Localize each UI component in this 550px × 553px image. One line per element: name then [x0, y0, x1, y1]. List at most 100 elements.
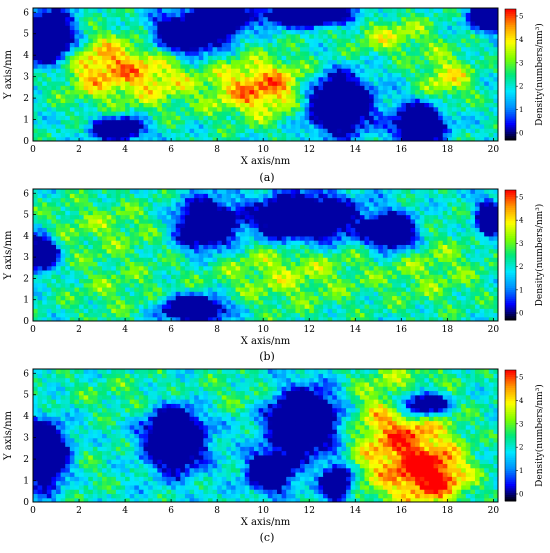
heatmap-cell [38, 253, 43, 258]
heatmap-cell [116, 115, 121, 120]
heatmap-cell [360, 90, 365, 95]
heatmap-cell [148, 17, 153, 22]
heatmap-cell [249, 72, 254, 77]
heatmap-cell [397, 249, 402, 254]
heatmap-cell [208, 85, 213, 90]
heatmap-cell [447, 249, 452, 254]
heatmap-cell [332, 128, 337, 133]
heatmap-cell [33, 81, 38, 86]
heatmap-cell [84, 90, 89, 95]
heatmap-cell [79, 98, 84, 103]
heatmap-cell [411, 253, 416, 258]
heatmap-cell [295, 85, 300, 90]
heatmap-cell [42, 266, 47, 271]
heatmap-cell [148, 300, 153, 305]
heatmap-cell [300, 111, 305, 116]
heatmap-cell [107, 94, 112, 99]
heatmap-cell [355, 266, 360, 271]
heatmap-cell [157, 287, 162, 292]
heatmap-cell [254, 59, 259, 64]
heatmap-cell [351, 124, 356, 129]
heatmap-cell [139, 312, 144, 317]
heatmap-cell [305, 38, 310, 43]
heatmap-cell [185, 115, 190, 120]
heatmap-cell [162, 249, 167, 254]
heatmap-cell [277, 51, 282, 56]
heatmap-cell [111, 124, 116, 129]
heatmap-cell [79, 295, 84, 300]
heatmap-cell [461, 283, 466, 288]
heatmap-cell [383, 270, 388, 275]
heatmap-cell [489, 98, 494, 103]
heatmap-cell [392, 21, 397, 26]
heatmap-cell [309, 295, 314, 300]
heatmap-cell [369, 8, 374, 13]
heatmap-cell [38, 266, 43, 271]
heatmap-cell [70, 261, 75, 266]
heatmap-cell [70, 42, 75, 47]
heatmap-cell [56, 94, 61, 99]
heatmap-cell [120, 128, 125, 133]
heatmap-cell [434, 128, 439, 133]
heatmap-cell [259, 115, 264, 120]
heatmap-cell [424, 266, 429, 271]
heatmap-cell [411, 274, 416, 279]
heatmap-cell [56, 111, 61, 116]
heatmap-cell [162, 257, 167, 262]
heatmap-cell [139, 261, 144, 266]
heatmap-cell [139, 253, 144, 258]
heatmap-cell [305, 249, 310, 254]
heatmap-cell [388, 72, 393, 77]
heatmap-cell [318, 111, 323, 116]
heatmap-cell [125, 261, 130, 266]
heatmap-cell [111, 120, 116, 125]
heatmap-cell [434, 68, 439, 73]
heatmap-cell [139, 98, 144, 103]
heatmap-cell [337, 34, 342, 39]
heatmap-cell [185, 42, 190, 47]
heatmap-cell [434, 55, 439, 60]
heatmap-cell [148, 64, 153, 69]
heatmap-cell [401, 111, 406, 116]
heatmap-cell [226, 90, 231, 95]
heatmap-cell [369, 308, 374, 313]
heatmap-cell [374, 55, 379, 60]
heatmap-cell [33, 38, 38, 43]
heatmap-cell [323, 34, 328, 39]
heatmap-cell [259, 304, 264, 309]
heatmap-cell [167, 12, 172, 17]
heatmap-cell [240, 270, 245, 275]
heatmap-cell [102, 253, 107, 258]
heatmap-cell [411, 128, 416, 133]
heatmap-cell [33, 257, 38, 262]
heatmap-cell [38, 304, 43, 309]
heatmap-cell [125, 29, 130, 34]
heatmap-cell [111, 261, 116, 266]
heatmap-cell [171, 111, 176, 116]
heatmap-cell [240, 274, 245, 279]
heatmap-cell [397, 25, 402, 30]
heatmap-cell [447, 253, 452, 258]
heatmap-cell [148, 8, 153, 13]
heatmap-cell [475, 25, 480, 30]
heatmap-cell [429, 266, 434, 271]
heatmap-cell [171, 59, 176, 64]
heatmap-cell [88, 107, 93, 112]
heatmap-cell [222, 38, 227, 43]
heatmap-cell [420, 8, 425, 13]
heatmap-cell [84, 115, 89, 120]
heatmap-cell [272, 12, 277, 17]
heatmap-cell [286, 25, 291, 30]
heatmap-cell [84, 244, 89, 249]
heatmap-cell [332, 266, 337, 271]
heatmap-cell [364, 261, 369, 266]
heatmap-cell [259, 300, 264, 305]
heatmap-cell [185, 17, 190, 22]
heatmap-cell [65, 8, 70, 13]
heatmap-cell [102, 274, 107, 279]
heatmap-cell [61, 34, 66, 39]
heatmap-cell [328, 128, 333, 133]
heatmap-cell [420, 128, 425, 133]
